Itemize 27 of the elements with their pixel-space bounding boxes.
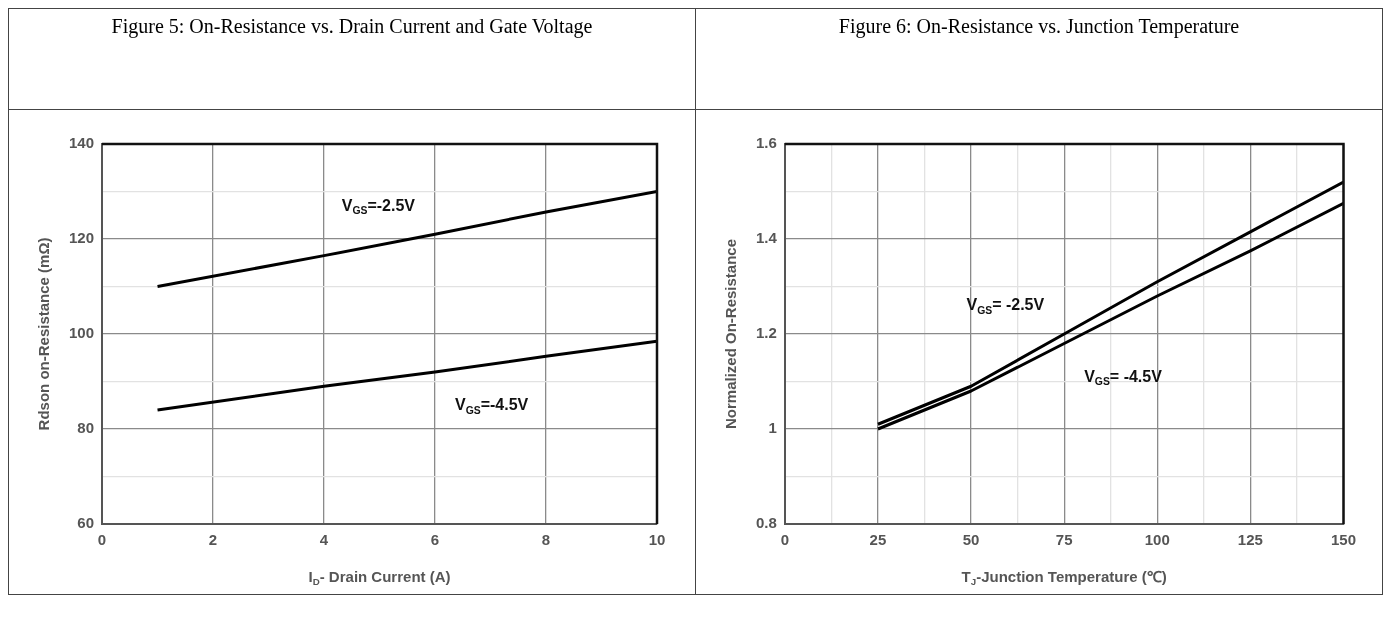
x-tick-label: 100	[1144, 531, 1170, 549]
x-tick-label: 125	[1237, 531, 1263, 549]
y-tick-label: 60	[77, 514, 95, 532]
x-tick-label: 50	[962, 531, 980, 549]
y-tick-label: 1.2	[755, 324, 777, 342]
y-axis-title: Rdson on-Resistance (mΩ)	[35, 237, 53, 431]
y-tick-label: 80	[77, 419, 95, 437]
y-tick-label: 1.6	[755, 134, 777, 152]
x-tick-label: 0	[97, 531, 107, 549]
x-tick-label: 25	[869, 531, 887, 549]
x-tick-label: 10	[648, 531, 666, 549]
x-tick-label: 75	[1055, 531, 1073, 549]
x-tick-label: 2	[208, 531, 218, 549]
y-tick-label: 140	[69, 134, 95, 152]
chart-title: Figure 5: On-Resistance vs. Drain Current and Gate Voltage	[111, 15, 593, 37]
y-tick-label: 0.8	[755, 514, 777, 532]
x-tick-label: 150	[1330, 531, 1356, 549]
y-tick-label: 1	[768, 419, 777, 437]
y-tick-label: 100	[69, 324, 95, 342]
y-axis-title: Normalized On-Resistance	[722, 238, 740, 430]
x-tick-label: 8	[541, 531, 551, 549]
x-tick-label: 4	[319, 531, 329, 549]
y-tick-label: 1.4	[755, 229, 778, 247]
x-tick-label: 0	[780, 531, 790, 549]
x-tick-label: 6	[430, 531, 440, 549]
chart-title: Figure 6: On-Resistance vs. Junction Temperature	[838, 15, 1240, 37]
y-tick-label: 120	[69, 229, 95, 247]
